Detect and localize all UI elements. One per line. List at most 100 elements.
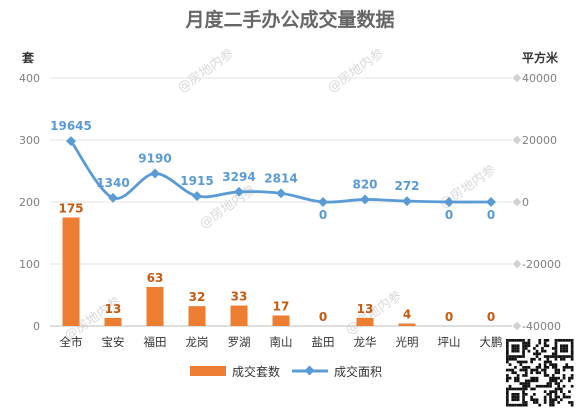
qr-module bbox=[541, 384, 544, 388]
qr-module bbox=[557, 387, 560, 391]
qr-module bbox=[565, 366, 569, 369]
qr-module bbox=[549, 384, 552, 388]
bar bbox=[62, 217, 80, 326]
qr-module bbox=[522, 395, 525, 399]
bar bbox=[356, 317, 374, 326]
qr-module bbox=[519, 403, 523, 407]
qr-module bbox=[570, 339, 574, 342]
qr-module bbox=[524, 379, 528, 383]
legend-label-bar: 成交套数 bbox=[232, 364, 280, 379]
qr-module bbox=[543, 344, 547, 348]
line-label: 272 bbox=[394, 179, 419, 193]
qr-module bbox=[551, 401, 555, 404]
right-axis-unit: 平方米 bbox=[522, 50, 559, 65]
qr-module bbox=[549, 363, 552, 366]
qr-module bbox=[524, 371, 528, 375]
bar bbox=[104, 317, 122, 326]
qr-module bbox=[511, 387, 515, 391]
qr-module bbox=[535, 398, 539, 402]
qr-module bbox=[530, 376, 533, 380]
legend-label-line: 成交面积 bbox=[334, 364, 382, 379]
qr-module bbox=[570, 403, 574, 407]
left-axis-ticks: 0 100 200 300 400 bbox=[19, 72, 40, 333]
qr-module bbox=[535, 352, 539, 356]
qr-module bbox=[506, 344, 509, 348]
qr-module bbox=[506, 352, 509, 356]
qr-module bbox=[514, 347, 517, 350]
qr-module bbox=[527, 341, 531, 345]
qr-module bbox=[527, 384, 531, 388]
qr-module bbox=[557, 371, 560, 375]
qr-module bbox=[570, 376, 574, 380]
qr-module bbox=[522, 349, 525, 353]
qr-module bbox=[543, 366, 547, 369]
qr-module bbox=[511, 339, 515, 342]
qr-module bbox=[514, 355, 517, 358]
qr-module bbox=[522, 344, 525, 348]
qr-module bbox=[524, 393, 528, 396]
qr-module bbox=[557, 355, 560, 358]
line-label: 19645 bbox=[50, 119, 92, 133]
qr-module bbox=[524, 341, 528, 345]
qr-module bbox=[551, 379, 555, 383]
qr-module bbox=[568, 376, 571, 380]
qr-module bbox=[538, 384, 542, 388]
left-tick-label: 200 bbox=[19, 196, 40, 209]
qr-module bbox=[562, 349, 566, 353]
qr-module bbox=[522, 398, 525, 402]
qr-module bbox=[535, 376, 539, 380]
qr-module bbox=[551, 390, 555, 393]
qr-module bbox=[533, 357, 536, 361]
qr-module bbox=[568, 355, 571, 358]
qr-module bbox=[554, 344, 558, 348]
qr-module bbox=[511, 347, 515, 350]
qr-module bbox=[533, 393, 536, 396]
bar-label: 0 bbox=[445, 310, 453, 324]
qr-module bbox=[538, 363, 542, 366]
qr-module bbox=[535, 379, 539, 383]
qr-module bbox=[522, 341, 525, 345]
qr-module bbox=[554, 339, 558, 342]
qr-module bbox=[541, 347, 544, 350]
qr-module bbox=[514, 376, 517, 380]
qr-module bbox=[543, 374, 547, 377]
category-label: 全市 bbox=[60, 335, 83, 349]
qr-module bbox=[535, 366, 539, 369]
bar-label: 0 bbox=[487, 310, 495, 324]
qr-module bbox=[524, 360, 528, 364]
qr-module bbox=[522, 347, 525, 350]
qr-module bbox=[538, 339, 542, 342]
qr-module bbox=[516, 387, 520, 391]
qr-module bbox=[535, 401, 539, 404]
qr-module bbox=[514, 339, 517, 342]
qr-module bbox=[554, 355, 558, 358]
line-point bbox=[486, 197, 496, 207]
qr-module bbox=[530, 395, 533, 399]
qr-module bbox=[538, 403, 542, 407]
qr-module bbox=[535, 371, 539, 375]
qr-module bbox=[570, 357, 574, 361]
right-tick-label: 20000 bbox=[522, 134, 557, 147]
line-point bbox=[108, 192, 118, 203]
qr-module bbox=[546, 393, 550, 396]
legend-marker-line bbox=[304, 365, 315, 376]
qr-module bbox=[514, 398, 517, 402]
qr-module bbox=[506, 393, 509, 396]
qr-module bbox=[549, 360, 552, 364]
qr-module bbox=[524, 366, 528, 369]
qr-module bbox=[538, 357, 542, 361]
left-tick-label: 300 bbox=[19, 134, 40, 147]
qr-module bbox=[570, 347, 574, 350]
watermark: @房地内参 bbox=[324, 46, 386, 96]
watermark: @房地内参 bbox=[174, 46, 236, 96]
qr-module bbox=[519, 363, 523, 366]
qr-module bbox=[530, 371, 533, 375]
qr-module bbox=[516, 349, 520, 353]
qr-module bbox=[543, 360, 547, 364]
qr-module bbox=[516, 355, 520, 358]
qr-module bbox=[554, 341, 558, 345]
qr-module bbox=[506, 357, 509, 361]
qr-module bbox=[527, 379, 531, 383]
qr-module bbox=[506, 368, 509, 372]
bar-data-labels: 175 13 63 32 33 17 0 13 4 0 0 bbox=[58, 202, 495, 325]
